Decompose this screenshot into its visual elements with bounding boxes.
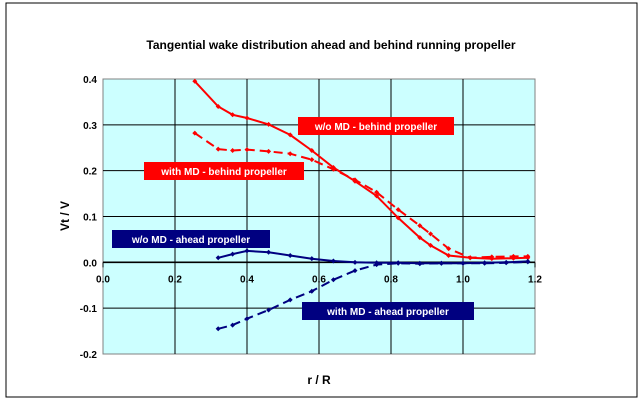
y-tick-labels: 0.4 0.3 0.2 0.1 0.0 -0.1 -0.2 (80, 75, 98, 361)
y-axis-label: Vt / V (58, 201, 72, 231)
chart-title: Tangential wake distribution ahead and b… (146, 38, 515, 52)
data-point (330, 166, 336, 172)
data-point (446, 246, 452, 252)
data-point (503, 260, 509, 266)
data-point (215, 255, 221, 261)
data-point (309, 288, 315, 294)
data-point (417, 261, 423, 267)
annotation-label: w/o MD - behind propeller (298, 117, 454, 135)
data-point (215, 326, 221, 332)
annotation-text: w/o MD - behind propeller (314, 122, 437, 133)
data-point (374, 262, 380, 268)
data-point (244, 115, 250, 121)
data-point (525, 253, 531, 259)
data-point (428, 231, 434, 237)
y-tick-label: 0.4 (83, 75, 97, 86)
annotation-layer: w/o MD - behind propeller with MD - behin… (112, 117, 474, 320)
data-point (352, 259, 358, 265)
data-point (287, 132, 293, 138)
x-tick-label: 0.0 (96, 274, 110, 285)
x-tick-label: 0.8 (384, 274, 398, 285)
data-point (352, 268, 358, 274)
data-point (192, 130, 198, 136)
series-3 (215, 259, 531, 332)
data-point (266, 148, 272, 154)
y-tick-label: 0.3 (83, 121, 97, 132)
data-point (287, 252, 293, 258)
annotation-label: with MD - behind propeller (144, 162, 304, 180)
data-point (266, 307, 272, 313)
annotation-label: with MD - ahead propeller (302, 302, 474, 320)
data-point (417, 223, 423, 229)
data-point (417, 235, 423, 241)
data-point (192, 78, 198, 84)
annotation-box (302, 302, 474, 320)
x-tick-label: 0.2 (168, 274, 182, 285)
annotation-text: with MD - behind propeller (160, 167, 287, 178)
y-tick-label: 0.0 (83, 258, 97, 269)
y-tick-label: -0.1 (80, 304, 98, 315)
data-point (244, 316, 250, 322)
annotation-box (112, 230, 270, 248)
annotation-box (298, 117, 454, 135)
annotation-box (144, 162, 304, 180)
x-tick-label: 1.0 (456, 274, 470, 285)
data-point (460, 260, 466, 266)
data-point (309, 148, 315, 153)
series-line (217, 260, 528, 330)
y-tick-label: 0.2 (83, 167, 97, 178)
series-line (194, 132, 528, 259)
data-point (467, 255, 473, 261)
annotation-label: w/o MD - ahead propeller (112, 230, 270, 248)
data-point (482, 260, 488, 266)
data-point (510, 253, 516, 259)
data-point (266, 249, 272, 255)
annotation-text: with MD - ahead propeller (326, 307, 449, 318)
y-tick-label: -0.2 (80, 350, 98, 361)
data-point (395, 215, 401, 221)
data-point (230, 148, 236, 153)
data-point (230, 251, 236, 257)
data-point (525, 259, 531, 265)
data-point (287, 297, 293, 303)
data-point (352, 177, 358, 183)
x-tick-labels: 0.0 0.2 0.4 0.6 0.8 1.0 1.2 (96, 274, 542, 285)
x-tick-label: 0.6 (312, 274, 326, 285)
annotation-text: w/o MD - ahead propeller (131, 235, 250, 246)
data-point (309, 157, 315, 163)
series-layer (192, 78, 531, 332)
data-point (287, 151, 293, 157)
data-point (395, 207, 401, 213)
data-point (266, 121, 272, 127)
data-point (489, 254, 495, 260)
data-point (374, 189, 380, 195)
data-point (428, 242, 434, 248)
data-point (309, 256, 315, 262)
data-point (244, 248, 250, 254)
data-point (230, 112, 236, 118)
series-1 (192, 130, 531, 261)
data-point (438, 260, 444, 266)
x-tick-label: 1.2 (528, 274, 542, 285)
x-tick-label: 0.4 (240, 274, 254, 285)
data-point (215, 146, 221, 152)
data-point (330, 277, 336, 283)
data-point (244, 147, 250, 153)
data-point (374, 193, 380, 199)
data-point (446, 252, 452, 258)
data-point (395, 260, 401, 266)
data-point (330, 258, 336, 264)
y-tick-label: 0.1 (83, 213, 97, 224)
x-axis-label: r / R (307, 373, 331, 387)
data-point (215, 104, 221, 109)
data-point (230, 322, 236, 328)
